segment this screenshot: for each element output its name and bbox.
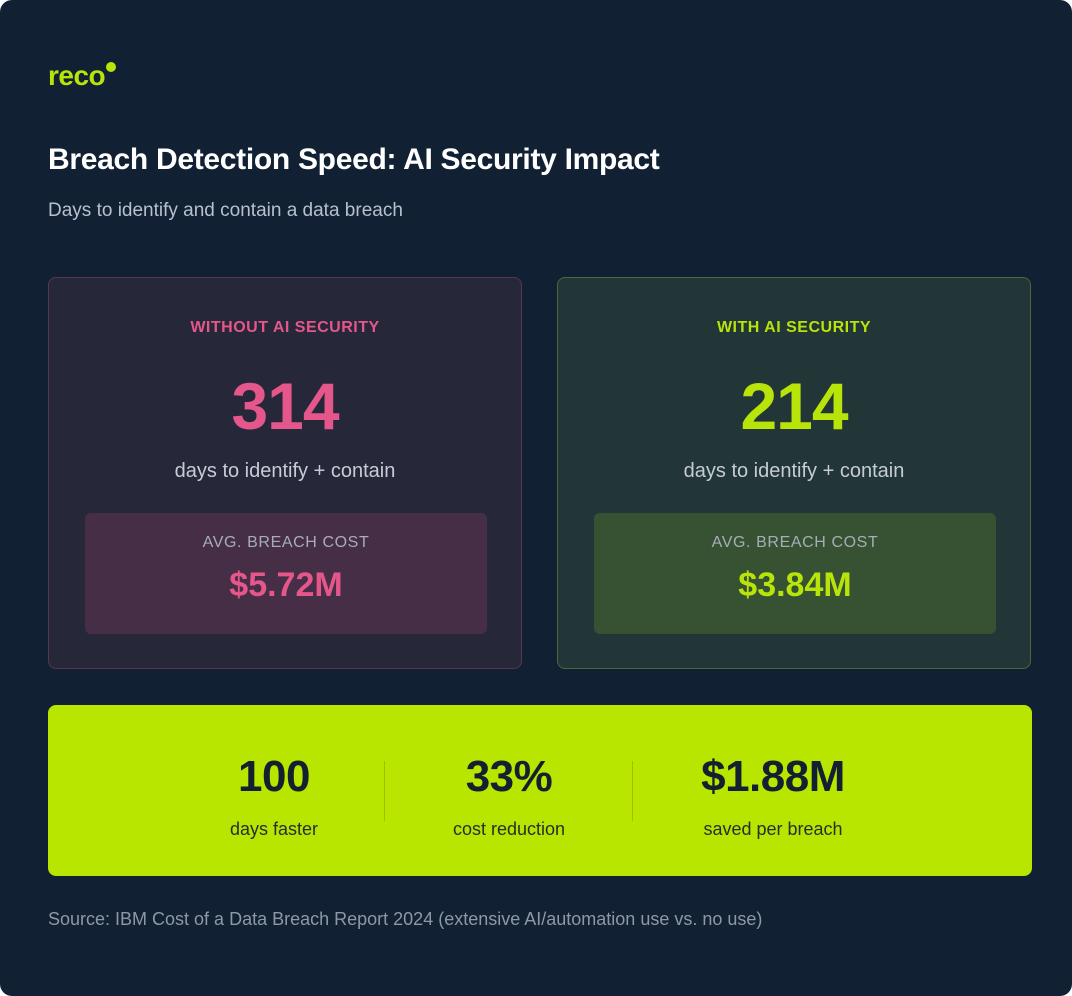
without-ai-cost-value: $5.72M bbox=[229, 566, 343, 604]
stat-saved-per-breach: $1.88M saved per breach bbox=[668, 705, 878, 876]
without-ai-days-caption: days to identify + contain bbox=[174, 460, 396, 482]
logo-dot-icon bbox=[106, 62, 117, 72]
stat-days-faster: 100 days faster bbox=[194, 705, 354, 876]
with-ai-label: WITH AI SECURITY bbox=[716, 319, 872, 336]
stat-value: 100 bbox=[238, 752, 310, 801]
without-ai-card: WITHOUT AI SECURITY 314 days to identify… bbox=[48, 277, 522, 669]
stat-label: saved per breach bbox=[703, 819, 843, 839]
page-title: Breach Detection Speed: AI Security Impa… bbox=[48, 143, 660, 176]
stat-label: days faster bbox=[229, 819, 319, 839]
summary-banner: 100 days faster 33% cost reduction $1.88… bbox=[48, 705, 1032, 876]
with-ai-cost-label: AVG. BREACH COST bbox=[711, 534, 879, 551]
source-note: Source: IBM Cost of a Data Breach Report… bbox=[48, 909, 763, 929]
with-ai-days-caption: days to identify + contain bbox=[683, 460, 905, 482]
without-ai-cost-box: AVG. BREACH COST $5.72M bbox=[85, 513, 487, 634]
without-ai-label: WITHOUT AI SECURITY bbox=[190, 319, 380, 336]
stat-value: 33% bbox=[465, 752, 553, 801]
stat-divider bbox=[384, 761, 385, 821]
without-ai-days: 314 bbox=[231, 369, 339, 443]
stat-value: $1.88M bbox=[701, 752, 845, 801]
stat-label: cost reduction bbox=[452, 819, 566, 839]
with-ai-card: WITH AI SECURITY 214 days to identify + … bbox=[557, 277, 1031, 669]
stat-divider bbox=[632, 761, 633, 821]
without-ai-cost-label: AVG. BREACH COST bbox=[202, 534, 370, 551]
page-subtitle: Days to identify and contain a data brea… bbox=[48, 200, 403, 221]
reco-logo: reco bbox=[48, 60, 117, 96]
logo-wordmark: reco bbox=[48, 60, 106, 91]
stat-cost-reduction: 33% cost reduction bbox=[424, 705, 594, 876]
with-ai-days: 214 bbox=[740, 369, 848, 443]
with-ai-cost-value: $3.84M bbox=[738, 566, 852, 604]
with-ai-cost-box: AVG. BREACH COST $3.84M bbox=[594, 513, 996, 634]
